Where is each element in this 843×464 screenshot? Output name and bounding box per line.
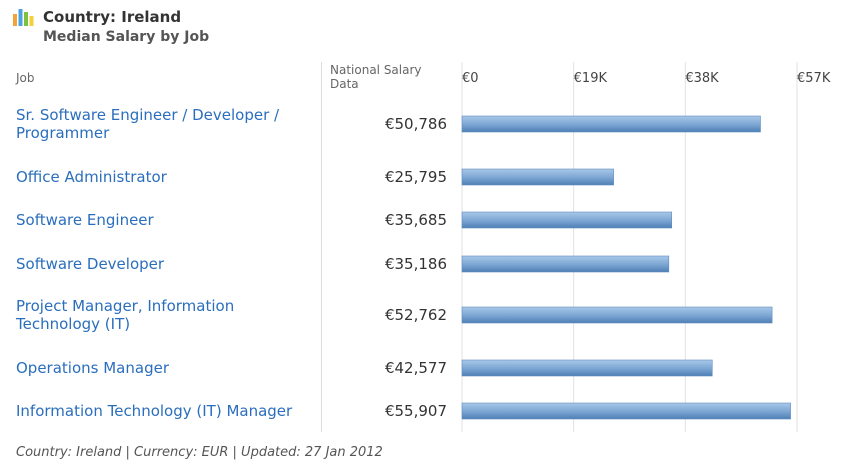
salary-bar bbox=[461, 211, 673, 229]
salary-value-label: €55,907 bbox=[384, 402, 447, 420]
salary-bar bbox=[461, 306, 773, 324]
column-header-job: Job bbox=[16, 71, 35, 85]
chart-subtitle: Median Salary by Job bbox=[43, 29, 210, 45]
job-link[interactable]: Software Developer bbox=[16, 255, 165, 273]
chart-title: Country: Ireland bbox=[43, 8, 182, 26]
salary-value-label: €35,685 bbox=[384, 211, 447, 229]
job-link[interactable]: Office Administrator bbox=[16, 168, 167, 186]
job-link[interactable]: Project Manager, Information Technology … bbox=[16, 297, 235, 333]
chart-footer: Country: Ireland | Currency: EUR | Updat… bbox=[16, 445, 383, 460]
salary-value-label: €50,786 bbox=[384, 115, 447, 133]
salary-bar bbox=[461, 255, 670, 273]
salary-bar bbox=[461, 402, 791, 420]
job-link[interactable]: Operations Manager bbox=[16, 359, 169, 377]
x-tick-label: €57K bbox=[797, 71, 831, 86]
job-link[interactable]: Information Technology (IT) Manager bbox=[16, 402, 293, 420]
column-header-national-salary: National Salary Data bbox=[330, 63, 422, 91]
salary-bar bbox=[461, 359, 713, 377]
salary-value-label: €52,762 bbox=[384, 306, 447, 324]
salary-value-label: €25,795 bbox=[384, 168, 447, 186]
x-tick-label: €19K bbox=[574, 71, 608, 86]
salary-bar bbox=[461, 168, 614, 186]
salary-value-label: €42,577 bbox=[384, 359, 447, 377]
x-tick-label: €38K bbox=[685, 71, 719, 86]
salary-value-label: €35,186 bbox=[384, 255, 447, 273]
column-divider bbox=[321, 62, 322, 432]
bar-chart-icon bbox=[13, 9, 34, 26]
job-link[interactable]: Software Engineer bbox=[16, 211, 154, 229]
salary-bar bbox=[461, 115, 761, 133]
x-tick-label: €0 bbox=[462, 71, 479, 86]
job-link[interactable]: Sr. Software Engineer / Developer / Prog… bbox=[16, 106, 280, 142]
